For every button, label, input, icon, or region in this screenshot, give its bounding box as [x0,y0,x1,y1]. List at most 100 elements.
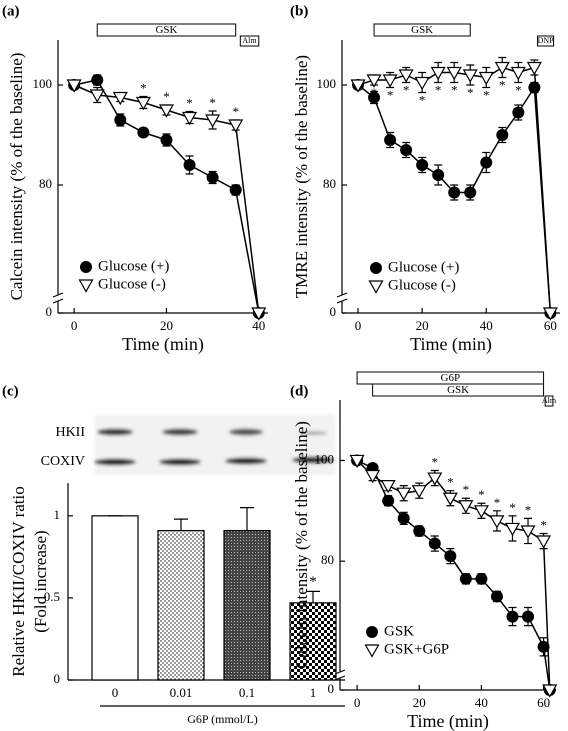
significance-star: * [432,455,439,470]
y-axis-label: Relative HKII/COXIV ratio [9,486,28,676]
significance-star: * [186,95,193,110]
legend-marker [366,626,378,638]
treatment-label: G6P [441,372,461,384]
legend-marker [80,261,92,273]
marker [430,66,446,81]
significance-star: * [435,82,442,97]
axis-break [336,292,348,298]
marker [396,487,412,501]
marker [520,525,536,539]
marker [489,515,505,529]
y-tick-label: 100 [33,76,53,91]
x-tick-label: 0 [355,318,362,333]
y-axis-label: Calcein intensity (% of the baseline) [292,421,311,669]
error-bar [240,507,254,531]
significance-star: * [467,85,474,100]
significance-star: * [387,87,394,102]
y-tick-label: 0.5 [44,589,60,604]
y-axis-label: Calcein intensity (% of the baseline) [7,53,26,301]
significance-star: * [163,89,170,104]
x-tick-label: 40 [480,318,493,333]
y-tick-label: 0 [328,681,335,696]
treatment-label: GSK [447,384,469,396]
treatment-bar [544,395,554,407]
marker [480,156,493,169]
x-tick-label: 60 [544,318,557,333]
bar [91,515,139,681]
treatment-bar [239,35,260,47]
marker [228,119,244,133]
significance-star: * [525,502,532,517]
significance-star: * [478,487,485,502]
marker [160,134,173,146]
y-tick-label: 0 [330,304,337,319]
panel-label: (a) [2,3,20,19]
treatment-bar [373,23,471,37]
x-axis-label: G6P (mmol/L) [187,712,258,726]
axis-break [334,669,346,675]
marker [382,494,395,507]
marker [183,159,196,171]
significance-star: * [232,104,239,119]
y-axis-label: TMRE intensity (% of the baseline) [292,55,311,298]
marker [506,610,519,623]
significance-star: * [140,80,147,95]
significance-star: * [540,517,547,532]
x-axis-label: Time (min) [410,334,492,355]
y-tick-label: 100 [317,76,337,91]
marker [349,454,365,469]
x-tick-label: 0.01 [170,685,193,700]
treatment-label: Alm [242,36,257,45]
western-blot [94,415,335,475]
marker [206,171,219,184]
marker [66,79,82,93]
significance-star: * [494,495,501,510]
marker [135,96,151,111]
x-tick-label: 0.1 [239,685,255,700]
x-axis-label: Time (min) [122,334,204,355]
marker [473,505,489,519]
marker [444,550,457,563]
x-tick-label: 40 [475,695,488,710]
marker [89,89,105,103]
legend-marker [78,279,94,293]
bar [289,602,337,681]
marker [350,79,366,93]
error-bar [174,518,188,531]
treatment-bar [372,383,545,397]
marker [91,74,104,86]
y-tick-label: 0 [46,304,53,319]
marker [504,522,521,537]
marker [442,492,458,506]
marker [427,472,443,486]
treatment-label: GSK [155,24,177,36]
marker [413,524,426,537]
marker [537,640,550,653]
panel-label: (c) [2,383,19,399]
blot-label: COXIV [41,454,85,469]
significance-star: * [509,500,516,515]
significance-star: * [451,82,458,97]
significance-star: * [499,77,506,92]
significance-star: * [463,482,470,497]
treatment-bar [537,35,555,47]
marker [397,512,410,525]
legend-marker [368,280,384,294]
error-bar [306,590,320,603]
marker [114,114,127,126]
legend-label: GSK+G6P [384,641,449,657]
axis-break [334,675,346,681]
marker [446,66,462,81]
marker [182,111,198,126]
legend-marker [364,644,380,658]
y-axis-label: (Fold increase) [31,530,50,632]
marker [475,572,488,585]
x-tick-label: 0 [354,695,361,710]
significance-star: * [403,82,410,97]
marker [414,76,430,91]
legend-label: Glucose (-) [388,277,456,293]
legend-label: Glucose (+) [388,259,459,275]
marker [459,572,472,585]
x-tick-label: 40 [252,318,265,333]
